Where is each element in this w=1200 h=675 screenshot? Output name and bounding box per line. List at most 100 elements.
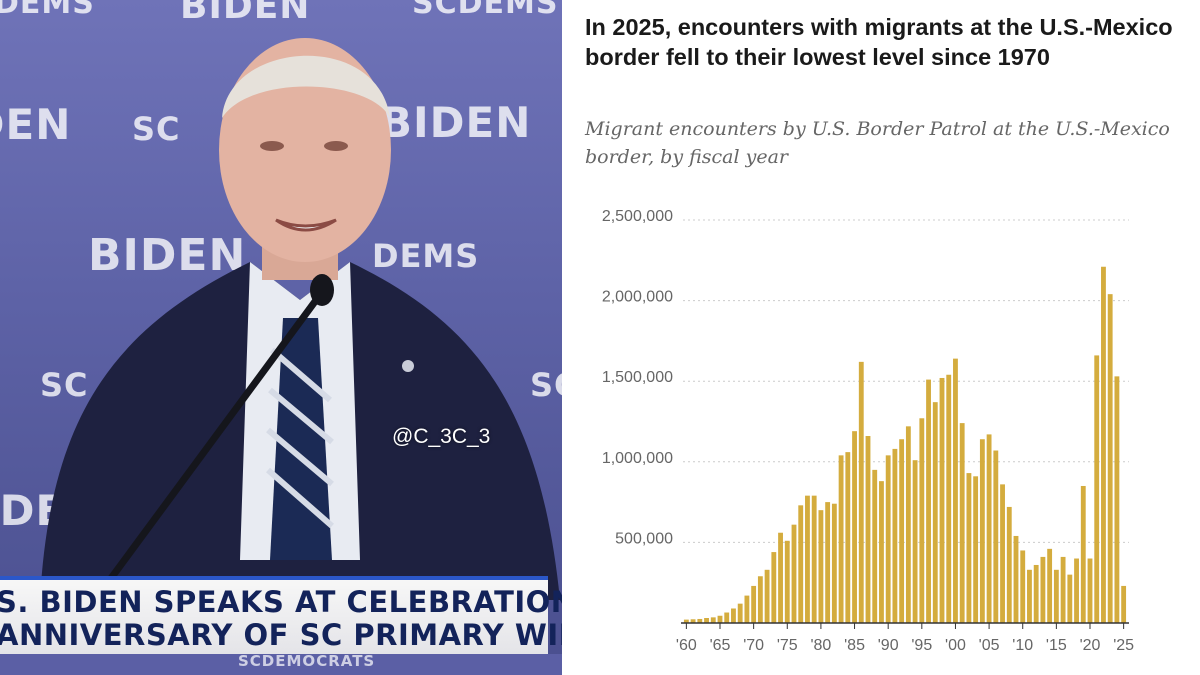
bar: [845, 452, 851, 623]
bar: [1121, 585, 1127, 623]
bar: [973, 476, 979, 623]
bar: [966, 473, 972, 623]
bar: [1040, 556, 1046, 623]
bar: [1027, 569, 1032, 623]
bar: [683, 619, 689, 623]
y-tick-label: 500,000: [615, 530, 673, 547]
watermark-handle: @C_3C_3: [392, 425, 491, 448]
bar: [939, 377, 945, 623]
bar: [825, 502, 831, 623]
x-tick-label: '95: [911, 637, 932, 654]
bar: [979, 439, 985, 623]
bar: [899, 439, 905, 623]
bar: [751, 585, 757, 623]
backdrop-logo: BIDEN: [180, 0, 311, 27]
bar: [953, 358, 958, 623]
x-tick-label: '10: [1012, 637, 1033, 654]
x-tick-label: '85: [844, 637, 865, 654]
backdrop-logo: BIDEN: [0, 100, 72, 149]
bar: [885, 455, 891, 623]
bar: [690, 619, 696, 623]
bar: [757, 576, 763, 623]
backdrop-logo: SC: [132, 110, 181, 148]
bar: [724, 612, 730, 623]
bar: [818, 510, 824, 623]
bar-chart: 500,000 1,000,000 1,500,000 2,000,000 2,500,…: [602, 208, 1134, 654]
bar: [1107, 294, 1113, 623]
necktie: [270, 318, 332, 560]
bar: [993, 450, 999, 623]
bar: [912, 460, 918, 623]
x-tick-label: '70: [743, 637, 764, 654]
chart-subtitle: Migrant encounters by U.S. Border Patrol…: [585, 118, 1170, 168]
news-chyron: S. BIDEN SPEAKS AT CELEBRATION ANNIVERSA…: [0, 576, 562, 654]
chyron-line-1: S. BIDEN SPEAKS AT CELEBRATION: [0, 585, 562, 619]
x-tick-label: '90: [878, 637, 899, 654]
x-tick-label: '00: [945, 637, 966, 654]
bar: [986, 434, 992, 623]
bar: [831, 503, 837, 623]
bar: [805, 495, 810, 623]
bar: [1074, 558, 1079, 623]
bar: [764, 569, 770, 623]
x-tick-label: '20: [1080, 637, 1101, 654]
bar: [946, 374, 952, 623]
bar: [1047, 548, 1053, 623]
chyron-line-2: ANNIVERSARY OF SC PRIMARY WIN: [0, 618, 562, 652]
bar: [865, 436, 871, 623]
chart-panel: In 2025, encounters with migrants at the…: [562, 0, 1200, 675]
bar: [1087, 558, 1093, 623]
bar: [744, 595, 750, 623]
backdrop-logo: SC: [530, 366, 562, 404]
backdrop-logo: BIDEN: [88, 230, 247, 281]
bar: [905, 426, 911, 623]
bar: [791, 524, 797, 623]
x-tick-label: '75: [777, 637, 798, 654]
bar: [926, 379, 931, 623]
chyron-bottom-bar: [0, 654, 562, 675]
bar: [892, 448, 898, 623]
chyron-brand-text: SCDEMOCRATS: [238, 652, 376, 670]
backdrop-logo: DEMS: [0, 0, 95, 21]
bar: [704, 618, 709, 623]
speaker-head: [219, 38, 391, 262]
backdrop-logo: BIDEN: [380, 98, 532, 147]
bar: [1020, 550, 1026, 623]
bar: [798, 505, 804, 623]
bar: [778, 532, 783, 623]
bar: [1094, 355, 1100, 623]
bar: [1080, 485, 1086, 623]
bar: [1006, 506, 1012, 623]
x-tick-label: '80: [810, 637, 831, 654]
y-tick-label: 1,500,000: [602, 369, 673, 386]
bar: [959, 423, 965, 623]
y-tick-label: 2,500,000: [602, 208, 673, 225]
x-tick-label: '65: [710, 637, 731, 654]
bar: [838, 455, 844, 623]
bar: [1067, 574, 1073, 623]
y-tick-label: 1,000,000: [602, 450, 673, 467]
x-tick-label: '05: [979, 637, 1000, 654]
bar: [872, 469, 878, 623]
bar: [731, 608, 736, 623]
x-tick-label: '15: [1046, 637, 1067, 654]
bar: [879, 481, 884, 623]
backdrop-logo: SCDEMS: [412, 0, 559, 21]
bar: [919, 418, 925, 623]
microphone-icon: [310, 274, 334, 306]
bar: [710, 617, 716, 623]
bar: [737, 603, 743, 623]
chart-title: In 2025, encounters with migrants at the…: [585, 14, 1173, 70]
bar: [811, 495, 817, 623]
video-frame: BIDEN SCDEMS DEMS SC BIDEN BIDEN BIDEN D…: [0, 0, 562, 675]
bar: [1000, 484, 1005, 623]
y-tick-label: 2,000,000: [602, 289, 673, 306]
speaker-figure: [40, 38, 560, 603]
lapel-pin: [402, 360, 414, 372]
bar: [771, 552, 777, 623]
backdrop-logo: SC: [40, 366, 89, 404]
bar: [717, 615, 723, 623]
bar: [1013, 535, 1019, 623]
bar: [1114, 376, 1120, 623]
bar: [1060, 556, 1066, 623]
